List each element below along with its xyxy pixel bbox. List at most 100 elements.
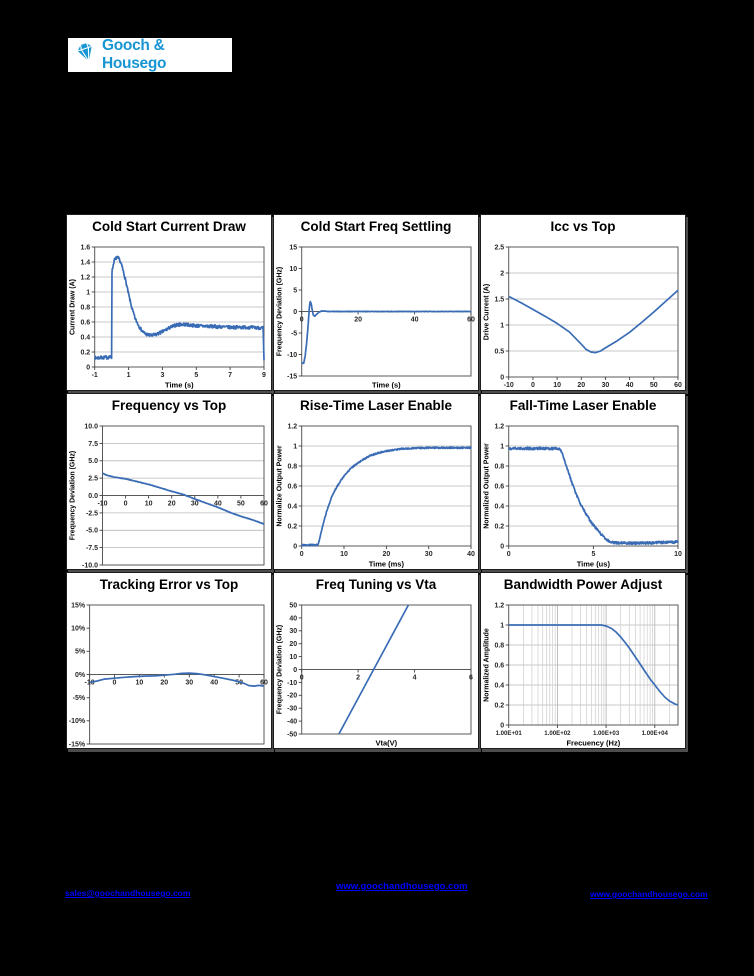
svg-text:-30: -30 <box>287 706 297 713</box>
svg-text:50: 50 <box>235 680 243 687</box>
svg-text:-10: -10 <box>503 382 513 389</box>
svg-text:1.00E+04: 1.00E+04 <box>641 730 668 737</box>
svg-text:10: 10 <box>674 551 682 558</box>
svg-text:1: 1 <box>86 289 90 296</box>
svg-text:Frequency Deviation (GHz): Frequency Deviation (GHz) <box>69 451 76 540</box>
svg-text:-20: -20 <box>287 693 297 700</box>
svg-text:5: 5 <box>293 287 297 294</box>
svg-text:-1: -1 <box>91 372 97 379</box>
chart-canvas: 0 0.2 0.4 0.6 0.8 1 1.2 1.4 1.6 -1 1 3 5 7 9 Time (s) Cu… <box>69 244 266 390</box>
chart-canvas: 0 0.2 0.4 0.6 0.8 1 1.2 0 10 20 30 40 Time (ms) Norma… <box>276 423 475 569</box>
svg-text:10: 10 <box>553 382 561 389</box>
svg-text:40: 40 <box>410 317 418 324</box>
company-logo: Gooch & Housego <box>68 37 232 72</box>
chart-canvas: -10.0 -7.5 -5.0 -2.5 0.0 2.5 5.0 7.5 10.0 -10 0 10 2… <box>69 423 268 569</box>
svg-text:0.4: 0.4 <box>287 503 297 510</box>
svg-text:2: 2 <box>356 675 360 682</box>
svg-text:Drive Current (A): Drive Current (A) <box>483 284 490 340</box>
svg-text:0.8: 0.8 <box>494 463 504 470</box>
svg-text:0.6: 0.6 <box>287 483 297 490</box>
svg-text:1: 1 <box>293 443 297 450</box>
svg-text:20: 20 <box>354 317 362 324</box>
chart-title: Icc vs Top <box>550 219 616 234</box>
svg-text:6: 6 <box>469 675 473 682</box>
svg-text:1.00E+01: 1.00E+01 <box>495 730 522 737</box>
svg-text:-5%: -5% <box>72 695 85 702</box>
svg-text:1.2: 1.2 <box>494 423 504 430</box>
svg-text:1.2: 1.2 <box>80 274 90 281</box>
chart-title: Frequency vs Top <box>111 398 227 413</box>
svg-text:0: 0 <box>112 680 116 687</box>
svg-text:0: 0 <box>500 374 504 381</box>
svg-text:0.8: 0.8 <box>80 304 90 311</box>
svg-text:Time (us): Time (us) <box>576 560 610 569</box>
chart-panel-cold-start-freq-settling: Cold Start Freq Settling -15 -10 -5 0 5 10 15 0… <box>273 214 479 391</box>
svg-text:Frequency Deviation (GHz): Frequency Deviation (GHz) <box>276 625 283 714</box>
svg-text:40: 40 <box>289 615 297 622</box>
chart-panel-freq-tuning-vs-vta: Freq Tuning vs Vta -50 -40 -30 -20 -10 0 10 20 3… <box>273 572 479 749</box>
svg-text:60: 60 <box>260 680 268 687</box>
svg-text:0: 0 <box>500 543 504 550</box>
svg-text:-40: -40 <box>287 719 297 726</box>
svg-text:0: 0 <box>530 382 534 389</box>
svg-text:0.6: 0.6 <box>494 662 504 669</box>
svg-text:60: 60 <box>260 501 268 508</box>
chart-panel-frequency-vs-top: Frequency vs Top -10.0 -7.5 -5.0 -2.5 0.0 2.5… <box>66 393 272 570</box>
chart-title: Fall-Time Laser Enable <box>509 398 657 413</box>
svg-text:Vta(V): Vta(V) <box>375 739 397 748</box>
chart-panel-icc-vs-top: Icc vs Top 0 0.5 1 1.5 2 2.5 -10 0 10 20 30 40 50 60 D… <box>480 214 686 391</box>
svg-text:10: 10 <box>289 654 297 661</box>
svg-text:40: 40 <box>625 382 633 389</box>
svg-text:0.2: 0.2 <box>494 702 504 709</box>
svg-text:10: 10 <box>135 680 143 687</box>
svg-text:10%: 10% <box>71 626 86 633</box>
svg-text:1.5: 1.5 <box>494 296 504 303</box>
svg-text:15%: 15% <box>71 602 86 609</box>
svg-text:2.5: 2.5 <box>88 476 98 483</box>
svg-text:1.2: 1.2 <box>287 423 297 430</box>
chart-panel-fall-time-laser-enable: Fall-Time Laser Enable 0 0.2 0.4 0.6 0.8 1 1.2… <box>480 393 686 570</box>
svg-text:1.00E+03: 1.00E+03 <box>592 730 619 737</box>
svg-text:20: 20 <box>167 501 175 508</box>
svg-text:0: 0 <box>506 551 510 558</box>
svg-text:-50: -50 <box>287 731 297 738</box>
chart-title: Tracking Error vs Top <box>99 577 239 592</box>
svg-text:0.4: 0.4 <box>494 503 504 510</box>
svg-text:0.8: 0.8 <box>287 463 297 470</box>
svg-text:10: 10 <box>144 501 152 508</box>
diamond-gem-icon <box>73 40 98 70</box>
svg-text:20: 20 <box>382 551 390 558</box>
svg-text:50: 50 <box>289 602 297 609</box>
svg-text:0.6: 0.6 <box>80 319 90 326</box>
chart-canvas: -15% -10% -5% 0% 5% 10% 15% -10 0 10 20 30 40 50 60 <box>68 602 268 748</box>
svg-text:-15%: -15% <box>68 741 85 748</box>
svg-text:50: 50 <box>649 382 657 389</box>
footer-website-link-center[interactable]: www.goochandhousego.com <box>336 881 468 892</box>
footer-website-link-right[interactable]: www.goochandhousego.com <box>590 889 708 899</box>
svg-text:0.5: 0.5 <box>494 348 504 355</box>
svg-text:Time (ms): Time (ms) <box>368 560 404 569</box>
svg-text:40: 40 <box>467 551 475 558</box>
svg-text:-10: -10 <box>84 680 94 687</box>
svg-text:-5.0: -5.0 <box>85 528 97 535</box>
svg-text:7.5: 7.5 <box>88 441 98 448</box>
chart-panel-cold-start-current-draw: Cold Start Current Draw 0 0.2 0.4 0.6 0.8 1 1.… <box>66 214 272 391</box>
svg-text:Normalize Output Power: Normalize Output Power <box>276 445 283 527</box>
svg-text:7: 7 <box>228 372 232 379</box>
footer-email-link[interactable]: sales@goochandhousego.com <box>65 888 191 898</box>
svg-text:Time (s): Time (s) <box>165 381 194 390</box>
chart-panel-rise-time-laser-enable: Rise-Time Laser Enable 0 0.2 0.4 0.6 0.8 1 1.2… <box>273 393 479 570</box>
svg-text:0%: 0% <box>74 672 85 679</box>
chart-title: Bandwidth Power Adjust <box>503 577 663 592</box>
svg-text:0.2: 0.2 <box>287 523 297 530</box>
svg-text:0: 0 <box>86 364 90 371</box>
svg-text:Frequency Deviation (GHz): Frequency Deviation (GHz) <box>276 267 283 356</box>
chart-panel-bandwidth-power-adjust: Bandwidth Power Adjust 0 0.2 0.4 0.6 0.8 1 1.2… <box>480 572 686 749</box>
svg-text:40: 40 <box>210 680 218 687</box>
svg-text:20: 20 <box>160 680 168 687</box>
svg-text:5: 5 <box>591 551 595 558</box>
svg-text:0: 0 <box>299 675 303 682</box>
